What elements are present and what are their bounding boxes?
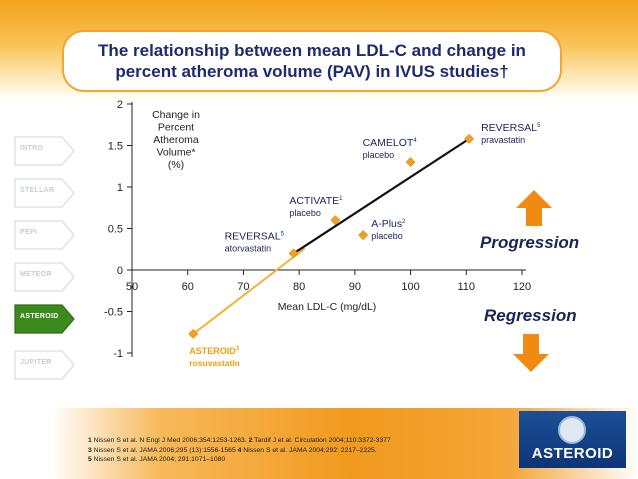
x-tick-label: 50 xyxy=(126,281,138,293)
tab-arrow-shape xyxy=(14,178,75,208)
nav-tab-label: JUPITER xyxy=(20,359,52,366)
x-tick-label: 120 xyxy=(513,281,531,293)
data-point-marker xyxy=(330,215,341,226)
reference-line: 3 Nissen S et al. JAMA 2006;295 (13):155… xyxy=(88,446,377,454)
data-point-drug: placebo xyxy=(363,150,395,160)
asteroid-logo: ASTEROID xyxy=(519,411,626,468)
data-point-drug: placebo xyxy=(371,231,403,241)
regression-arrow-icon xyxy=(513,334,549,372)
tab-arrow-shape xyxy=(14,304,75,334)
progression-arrow-icon xyxy=(516,190,552,226)
emblem-icon xyxy=(558,416,586,444)
tab-arrow-shape xyxy=(14,220,75,250)
y-tick-label: 2 xyxy=(117,99,123,111)
x-tick-label: 100 xyxy=(401,281,419,293)
data-point-name: CAMELOT4 xyxy=(363,137,418,149)
data-point-name: REVERSAL5 xyxy=(481,122,541,134)
reference-line: 1 Nissen S et al. N Engl J Med 2006;354:… xyxy=(88,437,391,444)
y-tick-label: 1.5 xyxy=(108,141,123,153)
x-tick-label: 110 xyxy=(458,281,476,293)
data-point-marker xyxy=(288,248,299,259)
progression-trend-line xyxy=(292,137,470,255)
data-point-name: REVERSAL5 xyxy=(225,230,285,242)
nav-tab-intro[interactable]: INTRO xyxy=(14,136,76,166)
data-point-name: ACTIVATE1 xyxy=(289,195,343,207)
y-tick-label: -1 xyxy=(113,348,123,360)
y-tick-label: 0.5 xyxy=(108,224,123,236)
data-point-drug: rosuvastatin xyxy=(189,358,240,368)
title-box: The relationship between mean LDL-C and … xyxy=(62,30,562,92)
nav-tab-jupiter[interactable]: JUPITER xyxy=(14,350,76,380)
x-tick-label: 70 xyxy=(237,281,249,293)
data-point-name: ASTEROID3 xyxy=(189,346,240,356)
nav-tab-label: INTRO xyxy=(20,145,44,152)
y-axis-label-line: (%) xyxy=(168,159,184,171)
y-axis-label-line: Percent xyxy=(158,122,194,134)
y-axis-label-line: Atheroma xyxy=(153,134,199,146)
data-point-drug: placebo xyxy=(289,208,321,218)
x-tick-label: 80 xyxy=(293,281,305,293)
tab-arrow-shape xyxy=(14,136,75,166)
regression-trend-line xyxy=(192,247,306,335)
y-axis-label-line: Volume* xyxy=(156,147,195,159)
nav-tab-label: STELLAR xyxy=(20,187,55,194)
title-line-1: The relationship between mean LDL-C and … xyxy=(98,41,526,60)
y-tick-label: 0 xyxy=(117,265,123,277)
x-tick-label: 60 xyxy=(182,281,194,293)
x-axis-label: Mean LDL-C (mg/dL) xyxy=(278,301,377,313)
tab-arrow-shape xyxy=(14,350,75,380)
logo-text: ASTEROID xyxy=(531,445,614,462)
nav-tab-stellar[interactable]: STELLAR xyxy=(14,178,76,208)
nav-tab-label: ASTEROID xyxy=(20,313,59,320)
data-point-drug: atorvastatin xyxy=(225,243,272,253)
regression-label: Regression xyxy=(484,306,577,325)
tab-arrow-shape xyxy=(14,262,75,292)
data-point-name: A-Plus2 xyxy=(371,218,406,230)
x-tick-label: 90 xyxy=(349,281,361,293)
data-point-marker xyxy=(405,157,416,168)
data-point-marker xyxy=(464,133,474,144)
data-point-marker xyxy=(188,328,199,339)
title-line-2: percent atheroma volume (PAV) in IVUS st… xyxy=(115,62,509,81)
data-point-drug: pravastatin xyxy=(481,135,525,145)
nav-tab-pepi[interactable]: PEPI xyxy=(14,220,76,250)
nav-tab-label: METEOR xyxy=(20,271,52,278)
nav-tab-label: PEPI xyxy=(20,229,38,236)
reference-line: 5 Nissen S et al. JAMA 2004; 291:1071–10… xyxy=(88,456,226,463)
y-tick-label: 1 xyxy=(117,182,123,194)
references: 1 Nissen S et al. N Engl J Med 2006;354:… xyxy=(88,436,391,465)
y-axis-label-line: Change in xyxy=(152,109,200,121)
progression-label: Progression xyxy=(480,233,580,252)
nav-tab-asteroid[interactable]: ASTEROID xyxy=(14,304,76,334)
y-tick-label: -0.5 xyxy=(104,307,123,319)
data-point-marker xyxy=(358,230,369,241)
nav-tab-meteor[interactable]: METEOR xyxy=(14,262,76,292)
